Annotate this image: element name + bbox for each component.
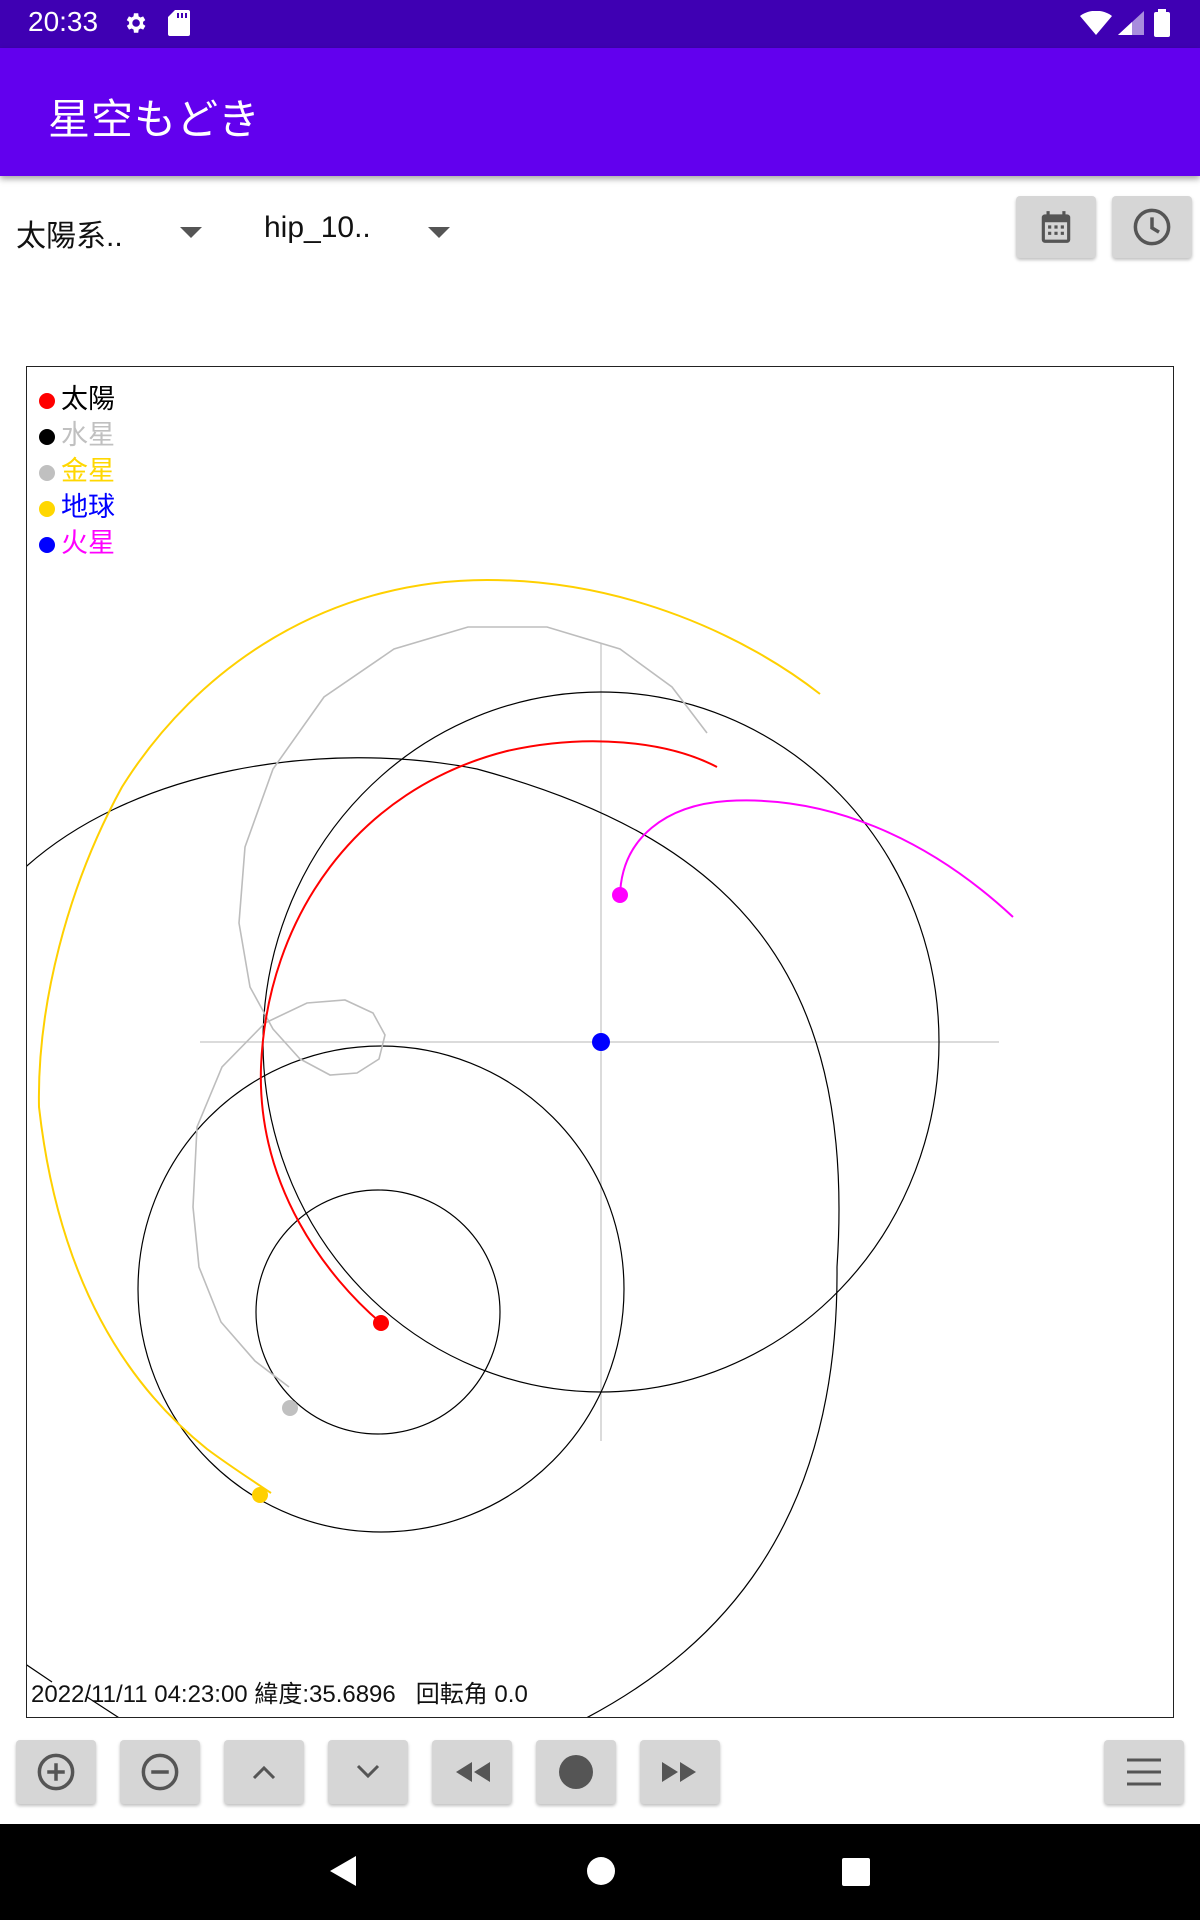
- orbit-arc: [27, 757, 840, 1717]
- dropdown-arrow-icon: [428, 227, 450, 238]
- menu-button[interactable]: [1104, 1740, 1184, 1804]
- date-button[interactable]: [1016, 196, 1096, 258]
- legend-label: 水星: [61, 420, 115, 451]
- legend-dot: [39, 465, 55, 481]
- legend-label: 太陽: [61, 384, 115, 415]
- mars-track: [619, 799, 1014, 918]
- fast-forward-icon: [662, 1762, 696, 1782]
- legend-label: 火星: [61, 528, 115, 559]
- fast-forward-button[interactable]: [640, 1740, 720, 1804]
- earth-marker: [252, 1487, 268, 1503]
- battery-icon: [1154, 9, 1170, 41]
- info-latitude: 緯度:35.6896: [254, 1681, 396, 1708]
- back-icon[interactable]: [326, 1854, 358, 1892]
- app-bar: 星空もどき: [0, 48, 1200, 176]
- status-time: 20:33: [28, 6, 99, 37]
- legend-dot: [39, 501, 55, 517]
- zoom-out-button[interactable]: [120, 1740, 200, 1804]
- up-button[interactable]: [224, 1740, 304, 1804]
- spinner-value: hip_10..: [264, 211, 371, 244]
- legend-label: 地球: [61, 492, 115, 523]
- zoom-out-icon: [141, 1753, 179, 1791]
- star-catalog-spinner[interactable]: hip_10..: [264, 205, 464, 261]
- record-icon: [559, 1755, 593, 1789]
- venus-marker: [282, 1400, 298, 1416]
- venus-track: [192, 626, 708, 1388]
- legend-dot: [39, 537, 55, 553]
- system-nav-bar: [0, 1824, 1200, 1920]
- menu-icon: [1127, 1758, 1161, 1786]
- orbit-circle: [255, 1189, 501, 1435]
- orbit-circle: [137, 1045, 625, 1533]
- chevron-up-icon: [252, 1765, 276, 1780]
- zoom-in-button[interactable]: [16, 1740, 96, 1804]
- info-rotation: 回転角 0.0: [415, 1681, 528, 1708]
- spinner-value: 太陽系..: [16, 220, 123, 253]
- app-title: 星空もどき: [48, 95, 261, 144]
- rewind-button[interactable]: [432, 1740, 512, 1804]
- dropdown-arrow-icon: [180, 227, 202, 238]
- status-bar: 20:33: [0, 0, 1200, 48]
- info-line: 2022/11/11 04:23:00 緯度:35.6896 回転角 0.0: [31, 1674, 528, 1709]
- recents-icon[interactable]: [842, 1858, 870, 1890]
- legend-label: 金星: [61, 456, 115, 487]
- chevron-down-icon: [356, 1764, 380, 1779]
- sun-track: [259, 740, 718, 1324]
- info-datetime: 2022/11/11 04:23:00: [31, 1681, 248, 1708]
- orbit-plot: [27, 578, 1014, 1717]
- time-button[interactable]: [1112, 196, 1192, 258]
- sd-card-icon: [168, 10, 190, 40]
- mars-marker: [592, 1033, 610, 1051]
- stop-button[interactable]: [536, 1740, 616, 1804]
- legend-dot: [39, 429, 55, 445]
- solar-system-spinner[interactable]: 太陽系..: [16, 205, 216, 261]
- rewind-icon: [456, 1762, 490, 1782]
- sun-marker: [373, 1315, 389, 1331]
- calendar-icon: [1041, 211, 1071, 243]
- clock-icon: [1133, 208, 1171, 246]
- home-icon[interactable]: [586, 1856, 616, 1890]
- mars-trail-marker: [612, 887, 628, 903]
- signal-icon: [1118, 11, 1144, 39]
- sky-canvas[interactable]: 太陽 水星 金星 地球 火星 2022/11/11 04:23:00 緯度:35…: [26, 366, 1174, 1718]
- down-button[interactable]: [328, 1740, 408, 1804]
- orbit-arc: [27, 1664, 119, 1717]
- legend-dot: [39, 393, 55, 409]
- gear-icon: [122, 10, 148, 40]
- earth-track: [37, 578, 821, 1494]
- zoom-in-icon: [37, 1753, 75, 1791]
- wifi-icon: [1080, 10, 1112, 39]
